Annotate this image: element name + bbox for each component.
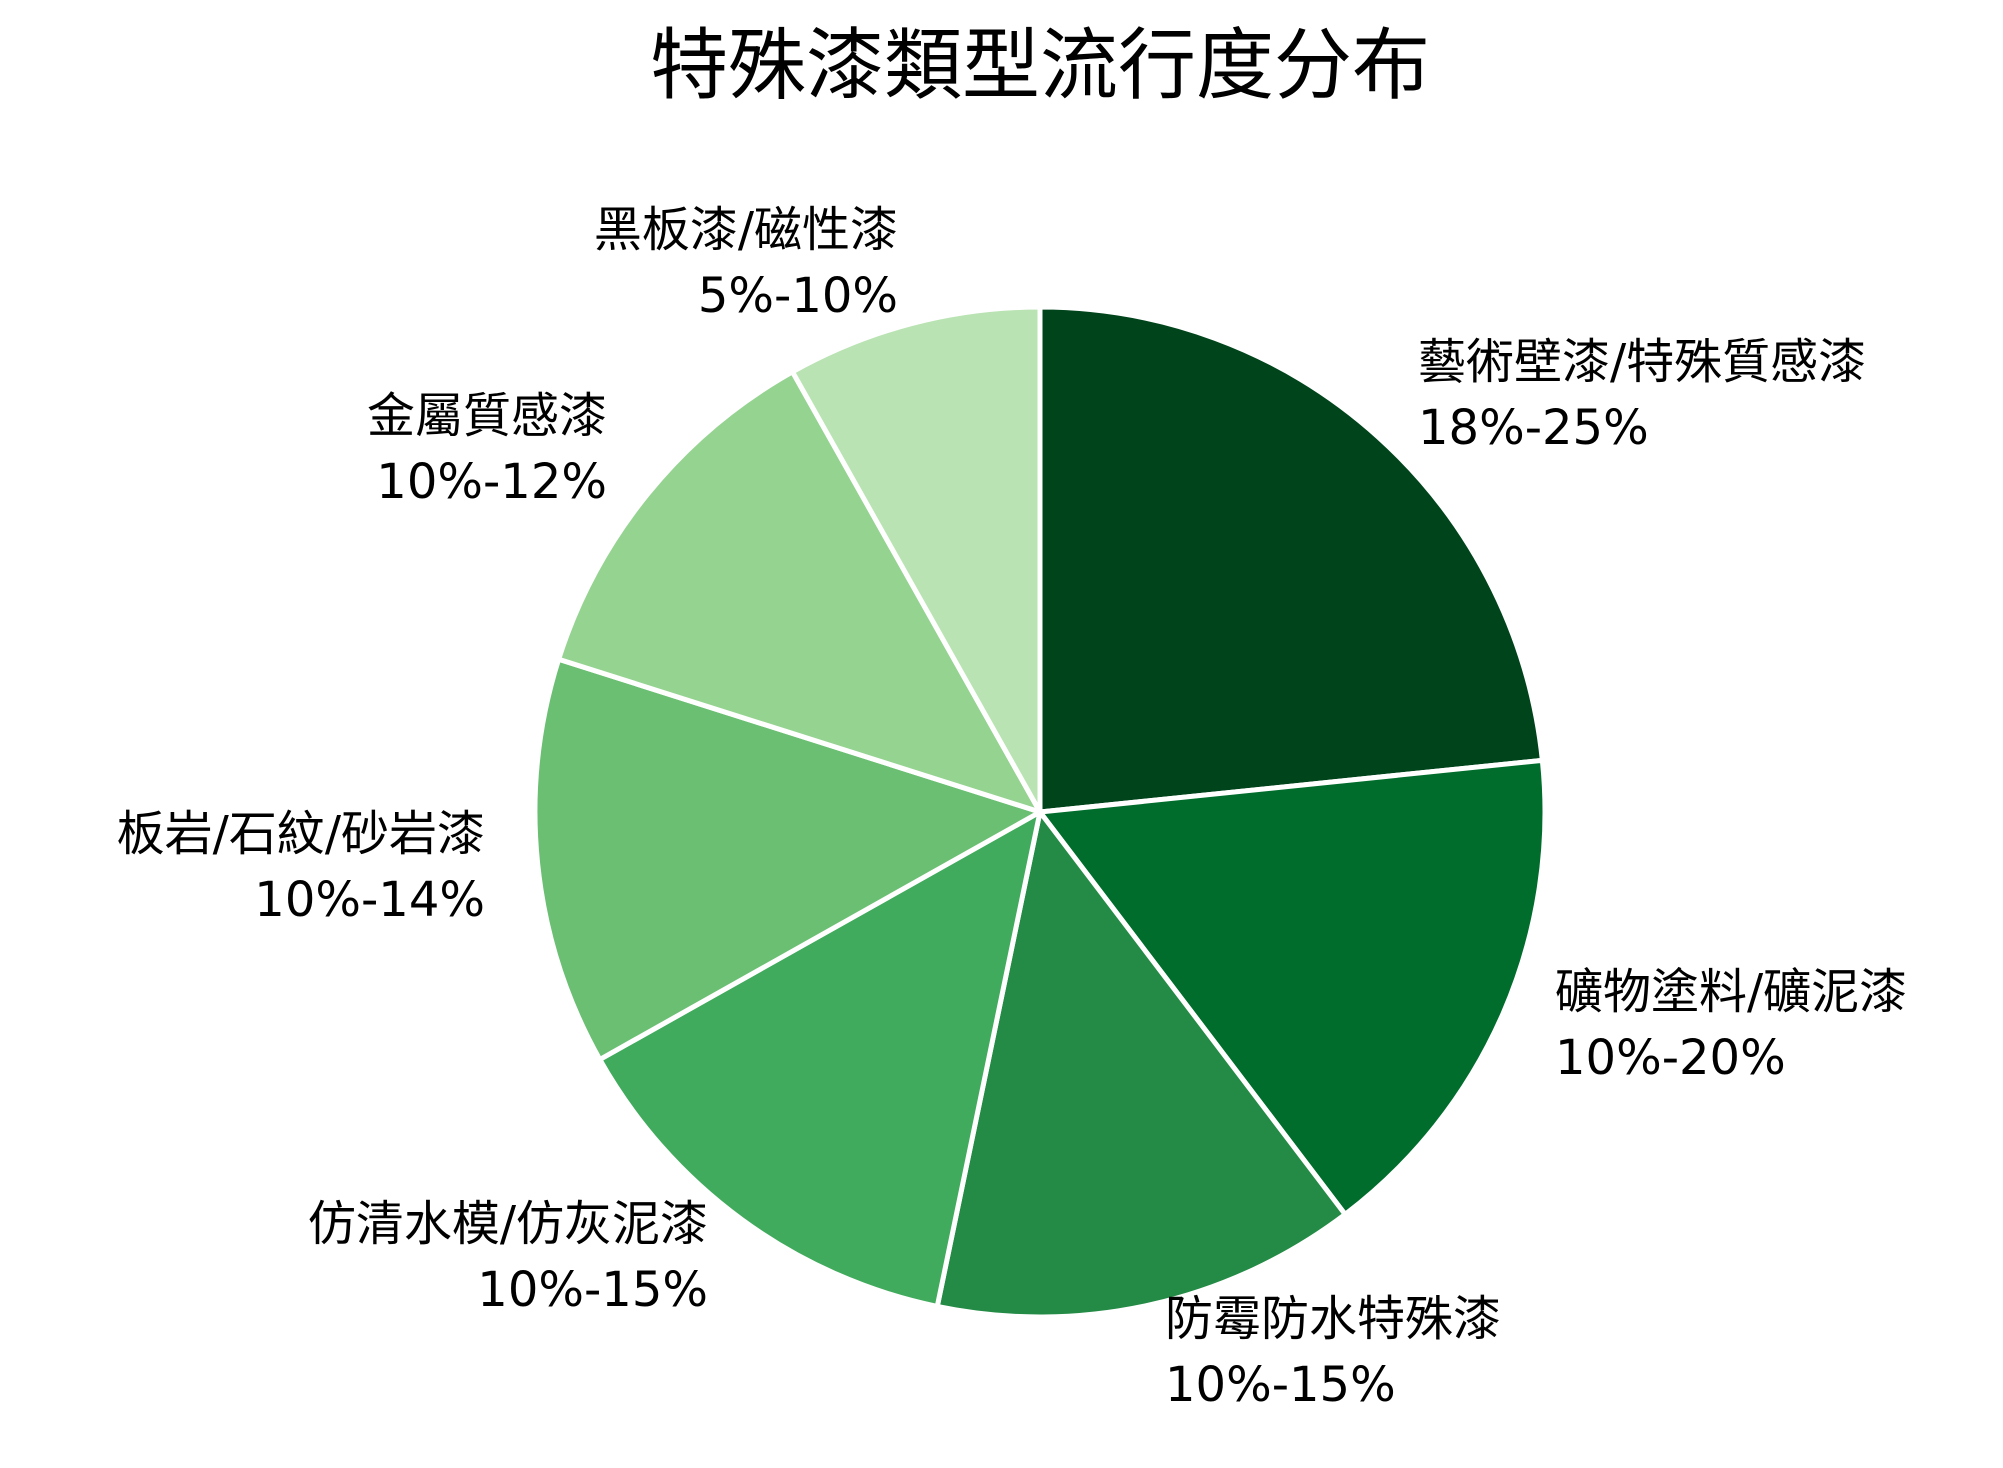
slice-label-name-1: 藝術壁漆/特殊質感漆 [1418, 334, 1866, 390]
slice-label-range-4: 10%-15% [477, 1262, 708, 1318]
slice-label-name-6: 金屬質感漆 [367, 388, 607, 444]
pie-slices [532, 304, 1548, 1320]
slice-label-name-7: 黑板漆/磁性漆 [594, 202, 898, 258]
pie-slice-2 [1037, 757, 1548, 1217]
slice-label-name-5: 板岩/石紋/砂岩漆 [117, 806, 485, 862]
slice-label-range-7: 5%-10% [698, 268, 898, 324]
slice-label-range-3: 10%-15% [1165, 1357, 1396, 1413]
slice-label-range-6: 10%-12% [376, 454, 607, 510]
slice-label-range-2: 10%-20% [1555, 1030, 1786, 1086]
pie-slice-4 [597, 809, 1043, 1309]
pie-slice-1 [1037, 304, 1545, 815]
pie-slice-7 [789, 304, 1043, 815]
pie-slice-5 [532, 656, 1043, 1063]
slice-labels: 藝術壁漆/特殊質感漆 18%-25% 礦物塗料/礦泥漆 10%-20% 防霉防水特殊漆 1… [117, 202, 1908, 1413]
slice-label-name-3: 防霉防水特殊漆 [1165, 1291, 1501, 1347]
slice-label-name-2: 礦物塗料/礦泥漆 [1555, 964, 1907, 1020]
pie-slice-3 [934, 809, 1348, 1320]
slice-label-name-4: 仿清水模/仿灰泥漆 [308, 1196, 708, 1252]
pie-slice-6 [556, 369, 1043, 815]
chart-title: 特殊漆類型流行度分布 [650, 21, 1430, 111]
slice-label-range-1: 18%-25% [1418, 400, 1649, 456]
slice-label-range-5: 10%-14% [254, 872, 485, 928]
